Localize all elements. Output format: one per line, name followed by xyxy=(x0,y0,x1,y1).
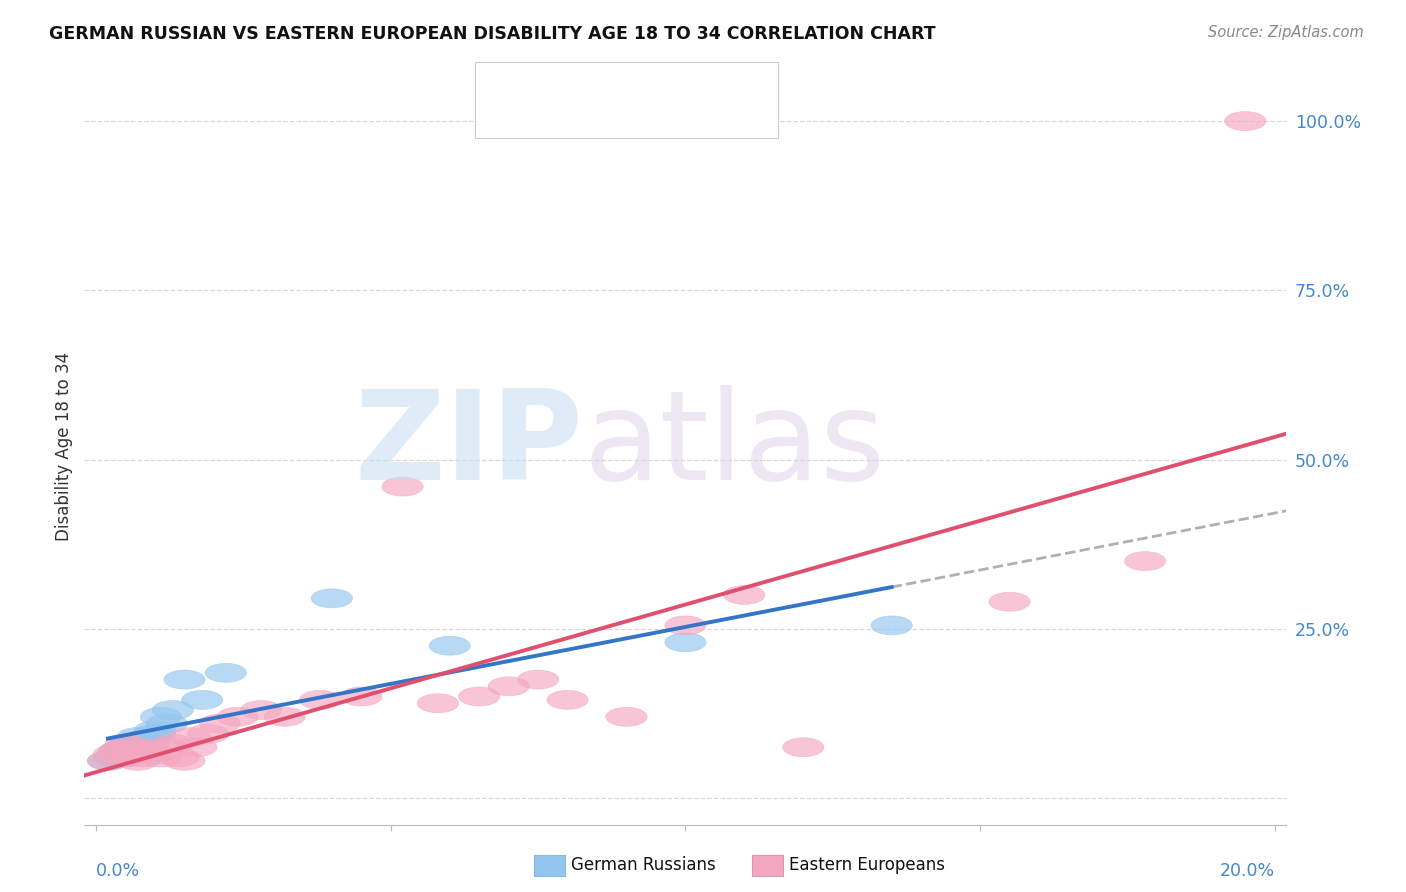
Ellipse shape xyxy=(98,741,141,760)
Text: German Russians: German Russians xyxy=(571,856,716,874)
Text: atlas: atlas xyxy=(583,385,886,507)
Ellipse shape xyxy=(724,585,765,605)
Ellipse shape xyxy=(299,690,340,709)
Ellipse shape xyxy=(217,707,259,726)
Text: N = 26: N = 26 xyxy=(644,72,706,90)
Ellipse shape xyxy=(141,707,181,726)
Ellipse shape xyxy=(105,747,146,767)
Ellipse shape xyxy=(311,589,353,607)
Text: Source: ZipAtlas.com: Source: ZipAtlas.com xyxy=(1208,25,1364,40)
Y-axis label: Disability Age 18 to 34: Disability Age 18 to 34 xyxy=(55,351,73,541)
Text: Eastern Europeans: Eastern Europeans xyxy=(789,856,945,874)
Ellipse shape xyxy=(135,745,176,764)
Ellipse shape xyxy=(117,738,157,756)
Ellipse shape xyxy=(1225,112,1265,130)
Ellipse shape xyxy=(117,738,157,756)
Text: N = 38: N = 38 xyxy=(644,103,706,120)
Text: ZIP: ZIP xyxy=(354,385,583,507)
Ellipse shape xyxy=(135,724,176,743)
Text: R = 0.542: R = 0.542 xyxy=(522,103,605,120)
Ellipse shape xyxy=(170,728,211,747)
Ellipse shape xyxy=(105,738,146,756)
Ellipse shape xyxy=(152,700,194,720)
Ellipse shape xyxy=(122,731,165,750)
Ellipse shape xyxy=(128,741,170,760)
Ellipse shape xyxy=(122,747,165,767)
Ellipse shape xyxy=(872,615,912,635)
Ellipse shape xyxy=(240,700,281,720)
Ellipse shape xyxy=(128,734,170,754)
Ellipse shape xyxy=(111,745,152,764)
Ellipse shape xyxy=(665,632,706,652)
Ellipse shape xyxy=(988,592,1031,611)
Ellipse shape xyxy=(105,747,146,767)
Ellipse shape xyxy=(517,670,558,689)
Ellipse shape xyxy=(93,745,135,764)
Text: 20.0%: 20.0% xyxy=(1219,863,1275,880)
Ellipse shape xyxy=(111,734,152,754)
Ellipse shape xyxy=(264,707,305,726)
Ellipse shape xyxy=(135,721,176,739)
Ellipse shape xyxy=(98,741,141,760)
Ellipse shape xyxy=(105,734,146,754)
Ellipse shape xyxy=(458,687,499,706)
Ellipse shape xyxy=(340,687,382,706)
Ellipse shape xyxy=(128,728,170,747)
Ellipse shape xyxy=(141,747,181,767)
Ellipse shape xyxy=(117,728,157,747)
Ellipse shape xyxy=(606,707,647,726)
Ellipse shape xyxy=(117,751,157,771)
Ellipse shape xyxy=(547,690,588,709)
Ellipse shape xyxy=(382,477,423,496)
Ellipse shape xyxy=(93,747,135,767)
Ellipse shape xyxy=(187,724,229,743)
Text: 0.0%: 0.0% xyxy=(96,863,141,880)
Ellipse shape xyxy=(665,615,706,635)
Ellipse shape xyxy=(1125,551,1166,571)
Ellipse shape xyxy=(98,745,141,764)
Ellipse shape xyxy=(146,738,187,756)
Text: GERMAN RUSSIAN VS EASTERN EUROPEAN DISABILITY AGE 18 TO 34 CORRELATION CHART: GERMAN RUSSIAN VS EASTERN EUROPEAN DISAB… xyxy=(49,25,936,43)
Ellipse shape xyxy=(181,690,222,709)
Ellipse shape xyxy=(488,677,529,696)
Ellipse shape xyxy=(200,714,240,733)
Ellipse shape xyxy=(165,751,205,771)
Ellipse shape xyxy=(418,694,458,713)
Ellipse shape xyxy=(157,747,200,767)
Ellipse shape xyxy=(429,636,471,656)
Ellipse shape xyxy=(111,741,152,760)
Ellipse shape xyxy=(176,738,217,756)
Ellipse shape xyxy=(87,751,128,771)
Ellipse shape xyxy=(783,738,824,756)
Text: R = 0.647: R = 0.647 xyxy=(522,72,605,90)
Ellipse shape xyxy=(146,714,187,733)
Ellipse shape xyxy=(152,734,194,754)
Ellipse shape xyxy=(87,751,128,771)
Ellipse shape xyxy=(205,664,246,682)
Ellipse shape xyxy=(111,745,152,764)
Ellipse shape xyxy=(165,670,205,689)
